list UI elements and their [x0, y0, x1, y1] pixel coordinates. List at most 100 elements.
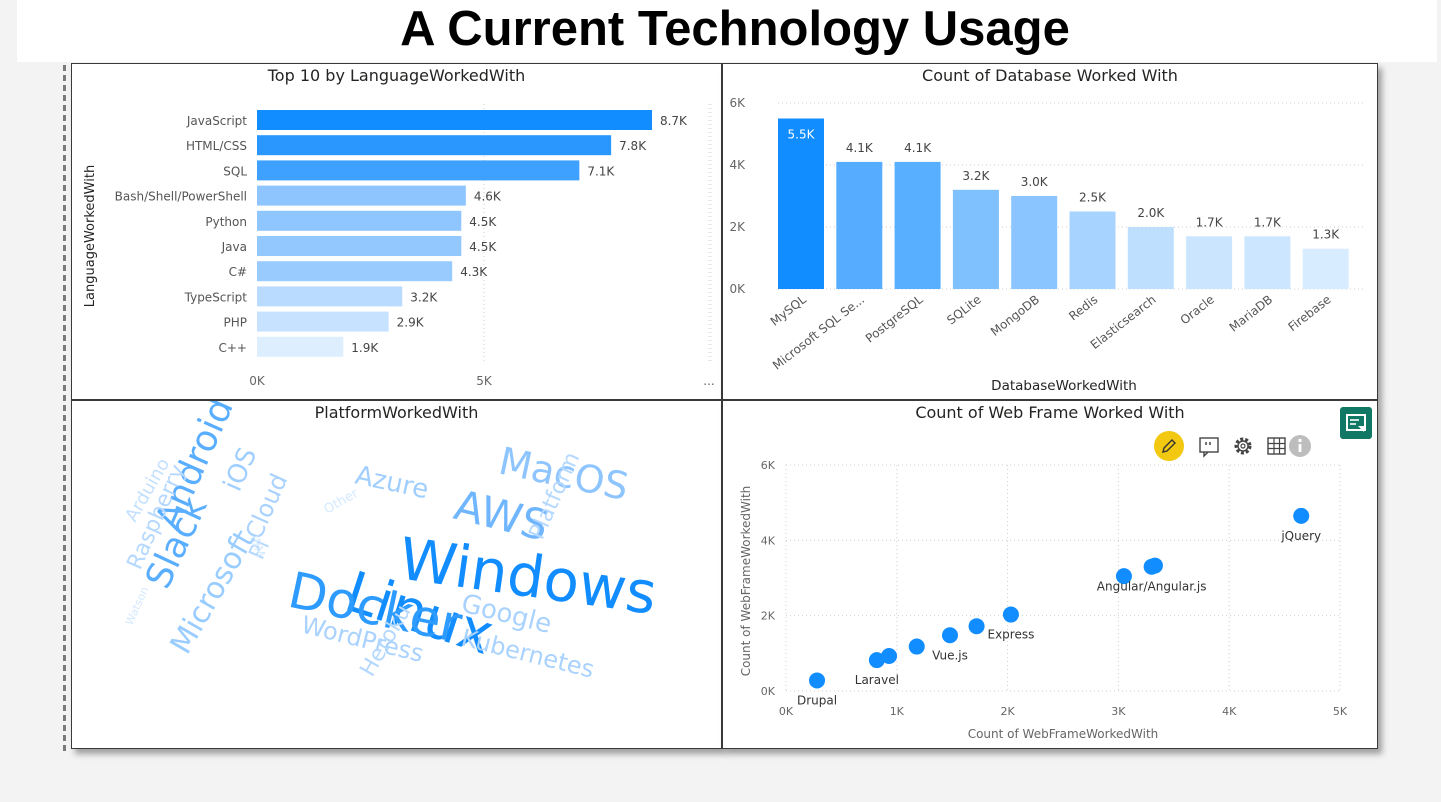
bar — [836, 161, 883, 289]
bar — [257, 110, 652, 130]
webframe-scatter-chart: 0K 1K 2K 3K 4K 5K 0K 2K 4K 6K Drupal Laravel Vue.js E… — [739, 459, 1348, 741]
x-tick-label: 1K — [890, 705, 905, 718]
scatter-point — [868, 652, 885, 669]
data-label: 1.7K — [1196, 215, 1224, 229]
word: iOS — [218, 443, 263, 496]
point-label: jQuery — [1280, 529, 1321, 543]
format-pane-icon — [1346, 414, 1366, 432]
database-chart-title: Count of Database Worked With — [922, 66, 1178, 85]
scatter-point — [908, 638, 925, 655]
data-label: 1.9K — [351, 341, 379, 355]
bar — [257, 160, 580, 181]
webframe-scatter-title: Count of Web Frame Worked With — [915, 403, 1185, 422]
scatter-point — [809, 672, 826, 689]
y-tick-label: 2K — [729, 220, 746, 234]
data-label: 2.5K — [1079, 191, 1107, 205]
data-label: 3.2K — [962, 169, 990, 183]
data-label: 4.5K — [469, 215, 497, 229]
data-label: 8.7K — [660, 114, 688, 128]
y-tick-label: 0K — [761, 685, 776, 698]
category-label: SQL — [223, 164, 247, 178]
page-border-dashed — [63, 65, 66, 755]
category-label: MariaDB — [1227, 292, 1276, 334]
format-pane-button[interactable] — [1340, 407, 1372, 439]
bar — [1069, 211, 1116, 289]
y-tick-label: 6K — [729, 96, 746, 110]
language-chart-panel[interactable]: Top 10 by LanguageWorkedWith JavaScript 8… — [71, 63, 722, 400]
bar — [257, 311, 389, 332]
word: Watson — [123, 585, 151, 627]
x-tick-label: 5K — [1333, 705, 1348, 718]
bar — [952, 189, 999, 289]
data-label: 3.0K — [1021, 175, 1049, 189]
language-bar-chart: JavaScript 8.7K HTML/CSS 7.8K SQL 7.1K Bash/Sh… — [83, 104, 715, 388]
x-tick-label: 0K — [249, 374, 266, 388]
data-label: 2.0K — [1137, 206, 1165, 220]
webframe-scatter-panel[interactable]: Count of Web Frame Worked With 0K 1K 2K 3K 4… — [722, 400, 1378, 749]
y-tick-label: 4K — [729, 158, 746, 172]
bar — [257, 210, 462, 231]
category-label: C++ — [219, 341, 248, 355]
page-title: A Current Technology Usage — [400, 2, 1070, 56]
scatter-point — [968, 618, 985, 635]
point-label: Express — [987, 628, 1034, 642]
bar — [257, 336, 344, 357]
x-axis-title: DatabaseWorkedWith — [991, 378, 1137, 394]
y-tick-label: 4K — [761, 534, 776, 547]
data-label: 4.1K — [846, 141, 874, 155]
data-label: 4.5K — [469, 240, 497, 254]
bar — [257, 236, 462, 256]
x-axis-title: Count of WebFrameWorkedWith — [968, 727, 1159, 741]
x-tick-label: 5K — [476, 374, 493, 388]
scatter-point — [1146, 557, 1163, 574]
database-chart-panel[interactable]: Count of Database Worked With 0K 2K 4K 6K 5.… — [722, 63, 1378, 400]
data-label: 7.8K — [619, 139, 647, 153]
bar — [257, 185, 466, 206]
bar — [1186, 236, 1233, 289]
bar — [1302, 248, 1349, 289]
bar — [778, 118, 824, 289]
category-label: MySQL — [768, 292, 809, 329]
data-label: 4.3K — [460, 265, 488, 279]
y-tick-label: 2K — [761, 610, 776, 623]
bar — [257, 261, 453, 282]
platform-wordcloud: WindowsLinuxDockerAWSMacOSAndroidSlackMi… — [121, 401, 661, 684]
bar — [257, 286, 403, 307]
category-label: MongoDB — [988, 292, 1042, 339]
data-label: 1.3K — [1312, 228, 1340, 242]
gear-icon[interactable] — [1234, 437, 1252, 455]
title-bar — [17, 0, 1437, 62]
data-label: 7.1K — [587, 164, 615, 178]
x-tick-label: 2K — [1000, 705, 1015, 718]
category-label: Python — [205, 215, 247, 229]
bar — [1127, 227, 1174, 289]
y-tick-label: 0K — [729, 282, 746, 296]
y-tick-label: 6K — [761, 459, 776, 472]
category-label: TypeScript — [184, 290, 248, 304]
category-label: Java — [221, 240, 247, 254]
comment-icon[interactable] — [1199, 437, 1219, 458]
y-axis-title: LanguageWorkedWith — [83, 165, 98, 307]
scatter-point — [1002, 606, 1019, 623]
scatter-point — [1115, 568, 1132, 585]
category-label: JavaScript — [186, 114, 247, 128]
visual-toolbar — [1154, 431, 1311, 461]
point-label: Angular/Angular.js — [1097, 580, 1207, 594]
scatter-point — [941, 627, 958, 644]
pencil-icon[interactable] — [1154, 431, 1184, 461]
table-icon[interactable] — [1267, 437, 1286, 455]
platform-wordcloud-title: PlatformWorkedWith — [314, 403, 479, 422]
data-label: 2.9K — [397, 316, 425, 330]
point-label: Vue.js — [932, 648, 968, 662]
info-icon[interactable] — [1289, 435, 1311, 457]
x-tick-label: 3K — [1111, 705, 1126, 718]
platform-wordcloud-panel[interactable]: PlatformWorkedWith Windows Linux Docker AWS… — [71, 400, 722, 749]
category-label: Oracle — [1178, 292, 1217, 327]
word: Other — [322, 486, 362, 518]
category-label: PHP — [224, 316, 248, 330]
category-label: HTML/CSS — [186, 139, 247, 153]
bar — [257, 135, 612, 156]
word: Azure — [353, 461, 432, 506]
data-label: 5.5K — [788, 128, 816, 142]
